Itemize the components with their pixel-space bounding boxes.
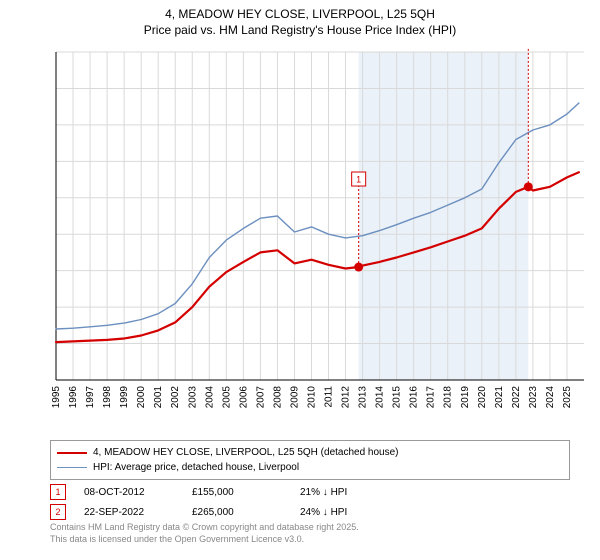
svg-text:1996: 1996 <box>68 386 79 409</box>
svg-text:2014: 2014 <box>375 386 386 409</box>
svg-text:2009: 2009 <box>289 386 300 409</box>
sale-marker-number: 2 <box>50 504 66 520</box>
svg-text:2021: 2021 <box>494 386 505 409</box>
legend-item: HPI: Average price, detached house, Live… <box>57 460 563 475</box>
svg-text:1995: 1995 <box>51 386 62 409</box>
sale-date: 08-OCT-2012 <box>84 487 174 498</box>
svg-text:2004: 2004 <box>204 386 215 409</box>
chart-container: 4, MEADOW HEY CLOSE, LIVERPOOL, L25 5QH … <box>0 0 600 560</box>
title-line-1: 4, MEADOW HEY CLOSE, LIVERPOOL, L25 5QH <box>0 6 600 22</box>
svg-text:2012: 2012 <box>341 386 352 409</box>
sale-row: 2 22-SEP-2022 £265,000 24% ↓ HPI <box>50 504 570 520</box>
svg-text:2023: 2023 <box>528 386 539 409</box>
legend-swatch <box>57 467 87 468</box>
legend-label: HPI: Average price, detached house, Live… <box>93 460 299 475</box>
legend-label: 4, MEADOW HEY CLOSE, LIVERPOOL, L25 5QH … <box>93 445 399 460</box>
footer-line-1: Contains HM Land Registry data © Crown c… <box>50 522 359 534</box>
svg-text:2007: 2007 <box>255 386 266 409</box>
svg-text:2020: 2020 <box>477 386 488 409</box>
price-chart: £0£50K£100K£150K£200K£250K£300K£350K£400… <box>50 48 590 418</box>
svg-text:2002: 2002 <box>170 386 181 409</box>
svg-text:2010: 2010 <box>306 386 317 409</box>
sale-diff: 21% ↓ HPI <box>300 487 390 498</box>
svg-text:1997: 1997 <box>85 386 96 409</box>
svg-text:2003: 2003 <box>187 386 198 409</box>
svg-text:2006: 2006 <box>238 386 249 409</box>
svg-text:2013: 2013 <box>358 386 369 409</box>
footer-line-2: This data is licensed under the Open Gov… <box>50 534 359 546</box>
svg-text:2024: 2024 <box>545 386 556 409</box>
sale-row: 1 08-OCT-2012 £155,000 21% ↓ HPI <box>50 484 570 500</box>
footer-attribution: Contains HM Land Registry data © Crown c… <box>50 522 359 545</box>
legend-swatch <box>57 452 87 454</box>
svg-text:2017: 2017 <box>426 386 437 409</box>
svg-text:1998: 1998 <box>102 386 113 409</box>
chart-title: 4, MEADOW HEY CLOSE, LIVERPOOL, L25 5QH … <box>0 0 600 38</box>
svg-text:2011: 2011 <box>324 386 335 408</box>
svg-text:2015: 2015 <box>392 386 403 409</box>
sale-price: £155,000 <box>192 487 282 498</box>
svg-text:1999: 1999 <box>119 386 130 409</box>
svg-text:2018: 2018 <box>443 386 454 409</box>
svg-text:1: 1 <box>356 175 361 185</box>
svg-text:2001: 2001 <box>153 386 164 409</box>
sale-marker-number: 1 <box>50 484 66 500</box>
sale-price: £265,000 <box>192 507 282 518</box>
svg-text:2005: 2005 <box>221 386 232 409</box>
svg-text:2000: 2000 <box>136 386 147 409</box>
sale-date: 22-SEP-2022 <box>84 507 174 518</box>
sale-records: 1 08-OCT-2012 £155,000 21% ↓ HPI 2 22-SEP-202… <box>50 480 570 520</box>
legend: 4, MEADOW HEY CLOSE, LIVERPOOL, L25 5QH … <box>50 440 570 480</box>
legend-item: 4, MEADOW HEY CLOSE, LIVERPOOL, L25 5QH … <box>57 445 563 460</box>
svg-text:2019: 2019 <box>460 386 471 409</box>
title-line-2: Price paid vs. HM Land Registry's House … <box>0 22 600 38</box>
svg-text:2008: 2008 <box>272 386 283 409</box>
svg-text:2022: 2022 <box>511 386 522 409</box>
sale-diff: 24% ↓ HPI <box>300 507 390 518</box>
svg-text:2025: 2025 <box>562 386 573 409</box>
svg-text:2016: 2016 <box>409 386 420 409</box>
